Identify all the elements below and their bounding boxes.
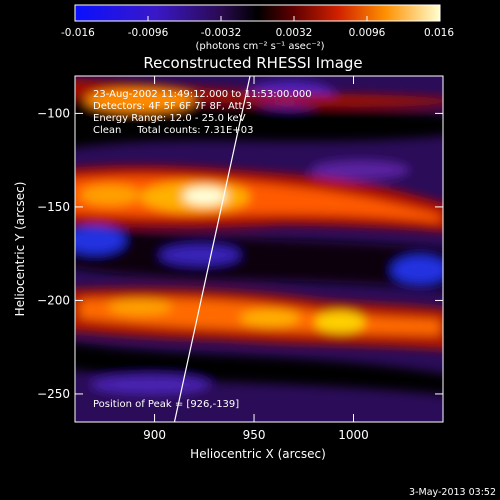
bright-core	[85, 88, 195, 112]
colorbar-tick-label: 0.016	[424, 27, 454, 39]
bright-core	[80, 185, 140, 205]
axis-ticks: 900 950 1000 −100 −150 −200 −250	[37, 76, 443, 442]
colorbar-tick-label: -0.0032	[201, 27, 242, 39]
heatmap-image	[75, 76, 443, 422]
y-tick-label: −200	[37, 293, 70, 307]
colorbar-gradient	[74, 4, 441, 22]
colorbar-tick-label: 0.0096	[349, 27, 386, 39]
bright-core	[315, 311, 365, 333]
energy-range-text: Energy Range: 12.0 - 25.0 keV	[93, 113, 246, 124]
solar-limb-line	[173, 76, 251, 422]
annotations: 23-Aug-2002 11:49:12.000 to 11:53:00.000…	[93, 89, 312, 410]
x-tick-label: 1000	[338, 428, 369, 442]
colorbar-tick-label: -0.016	[61, 27, 95, 39]
blue-blob	[310, 160, 410, 180]
chart-title: Reconstructed RHESSI Image	[143, 54, 362, 72]
y-axis-label: Heliocentric Y (arcsec)	[13, 182, 27, 317]
colorbar-unit-label: (photons cm⁻² s⁻¹ asec⁻²)	[195, 41, 324, 52]
blue-blob	[75, 226, 125, 254]
dark-band-lower	[75, 342, 443, 395]
x-axis-label: Heliocentric X (arcsec)	[190, 447, 326, 461]
colorbar-tick-label: 0.0032	[276, 27, 313, 39]
y-tick-label: −100	[37, 106, 70, 120]
peak-core	[183, 187, 227, 205]
peak-position-text: Position of Peak = [926,-139]	[93, 399, 239, 410]
blue-blob	[90, 375, 210, 395]
y-tick-label: −250	[37, 387, 70, 401]
blue-blob	[392, 256, 443, 284]
bright-core	[108, 299, 172, 315]
colorbar-ticks: -0.016 -0.0096 -0.0032 0.0032 0.0096 0.016	[61, 16, 454, 39]
time-range-text: 23-Aug-2002 11:49:12.000 to 11:53:00.000	[93, 89, 312, 100]
plot-frame	[74, 75, 444, 423]
dark-band-middle	[75, 219, 443, 290]
colorbar-tick-label: -0.0096	[128, 27, 169, 39]
x-tick-label: 900	[143, 428, 166, 442]
colorbar: -0.016 -0.0096 -0.0032 0.0032 0.0096 0.016 (p…	[61, 4, 454, 52]
x-tick-label: 950	[243, 428, 266, 442]
y-tick-label: −150	[37, 200, 70, 214]
footer-date: 3-May-2013 03:52	[409, 487, 496, 498]
bright-core	[240, 310, 300, 326]
detectors-text: Detectors: 4F 5F 6F 7F 8F, Att 3	[93, 101, 252, 112]
blue-blob	[160, 245, 240, 265]
clean-counts-text: Clean Total counts: 7.31E+03	[93, 125, 253, 136]
